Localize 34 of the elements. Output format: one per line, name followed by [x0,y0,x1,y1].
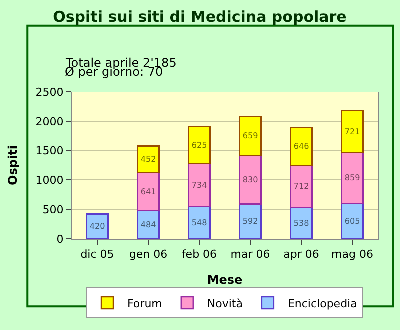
bar [341,152,364,204]
x-tick-label: mar 06 [230,248,270,262]
bar [239,116,262,156]
bar [188,163,211,208]
bar [290,164,313,208]
bar [137,172,160,212]
x-tick-label: dic 05 [80,248,114,262]
bar [188,126,211,164]
bar [290,126,313,166]
bar [341,202,364,239]
y-tick-label: 0 [56,232,64,246]
bar [188,206,211,239]
bar [137,146,160,174]
x-tick-label: mag 06 [332,248,374,262]
y-tick-label: 2000 [36,115,64,128]
bar [341,110,364,154]
legend-label: Enciclopedia [288,297,358,310]
bar [86,214,109,239]
y-tick-label: 1500 [36,144,64,158]
y-axis-title: Ospiti [6,146,20,186]
bar [290,206,313,239]
legend-label: Forum [128,297,162,310]
y-tick-label: 1000 [36,174,64,188]
x-tick-label: feb 06 [182,248,218,262]
x-axis-title: Mese [207,273,243,288]
chart-title: Ospiti sui siti di Medicina popolare [53,8,347,26]
bar [239,154,262,205]
y-tick-label: 500 [42,203,64,216]
legend-label: Novità [207,297,243,310]
x-tick-label: gen 06 [129,248,168,262]
y-tick-label: 2500 [36,86,64,99]
bar [239,204,262,239]
x-tick-label: apr 06 [284,248,320,262]
bar [137,210,160,239]
